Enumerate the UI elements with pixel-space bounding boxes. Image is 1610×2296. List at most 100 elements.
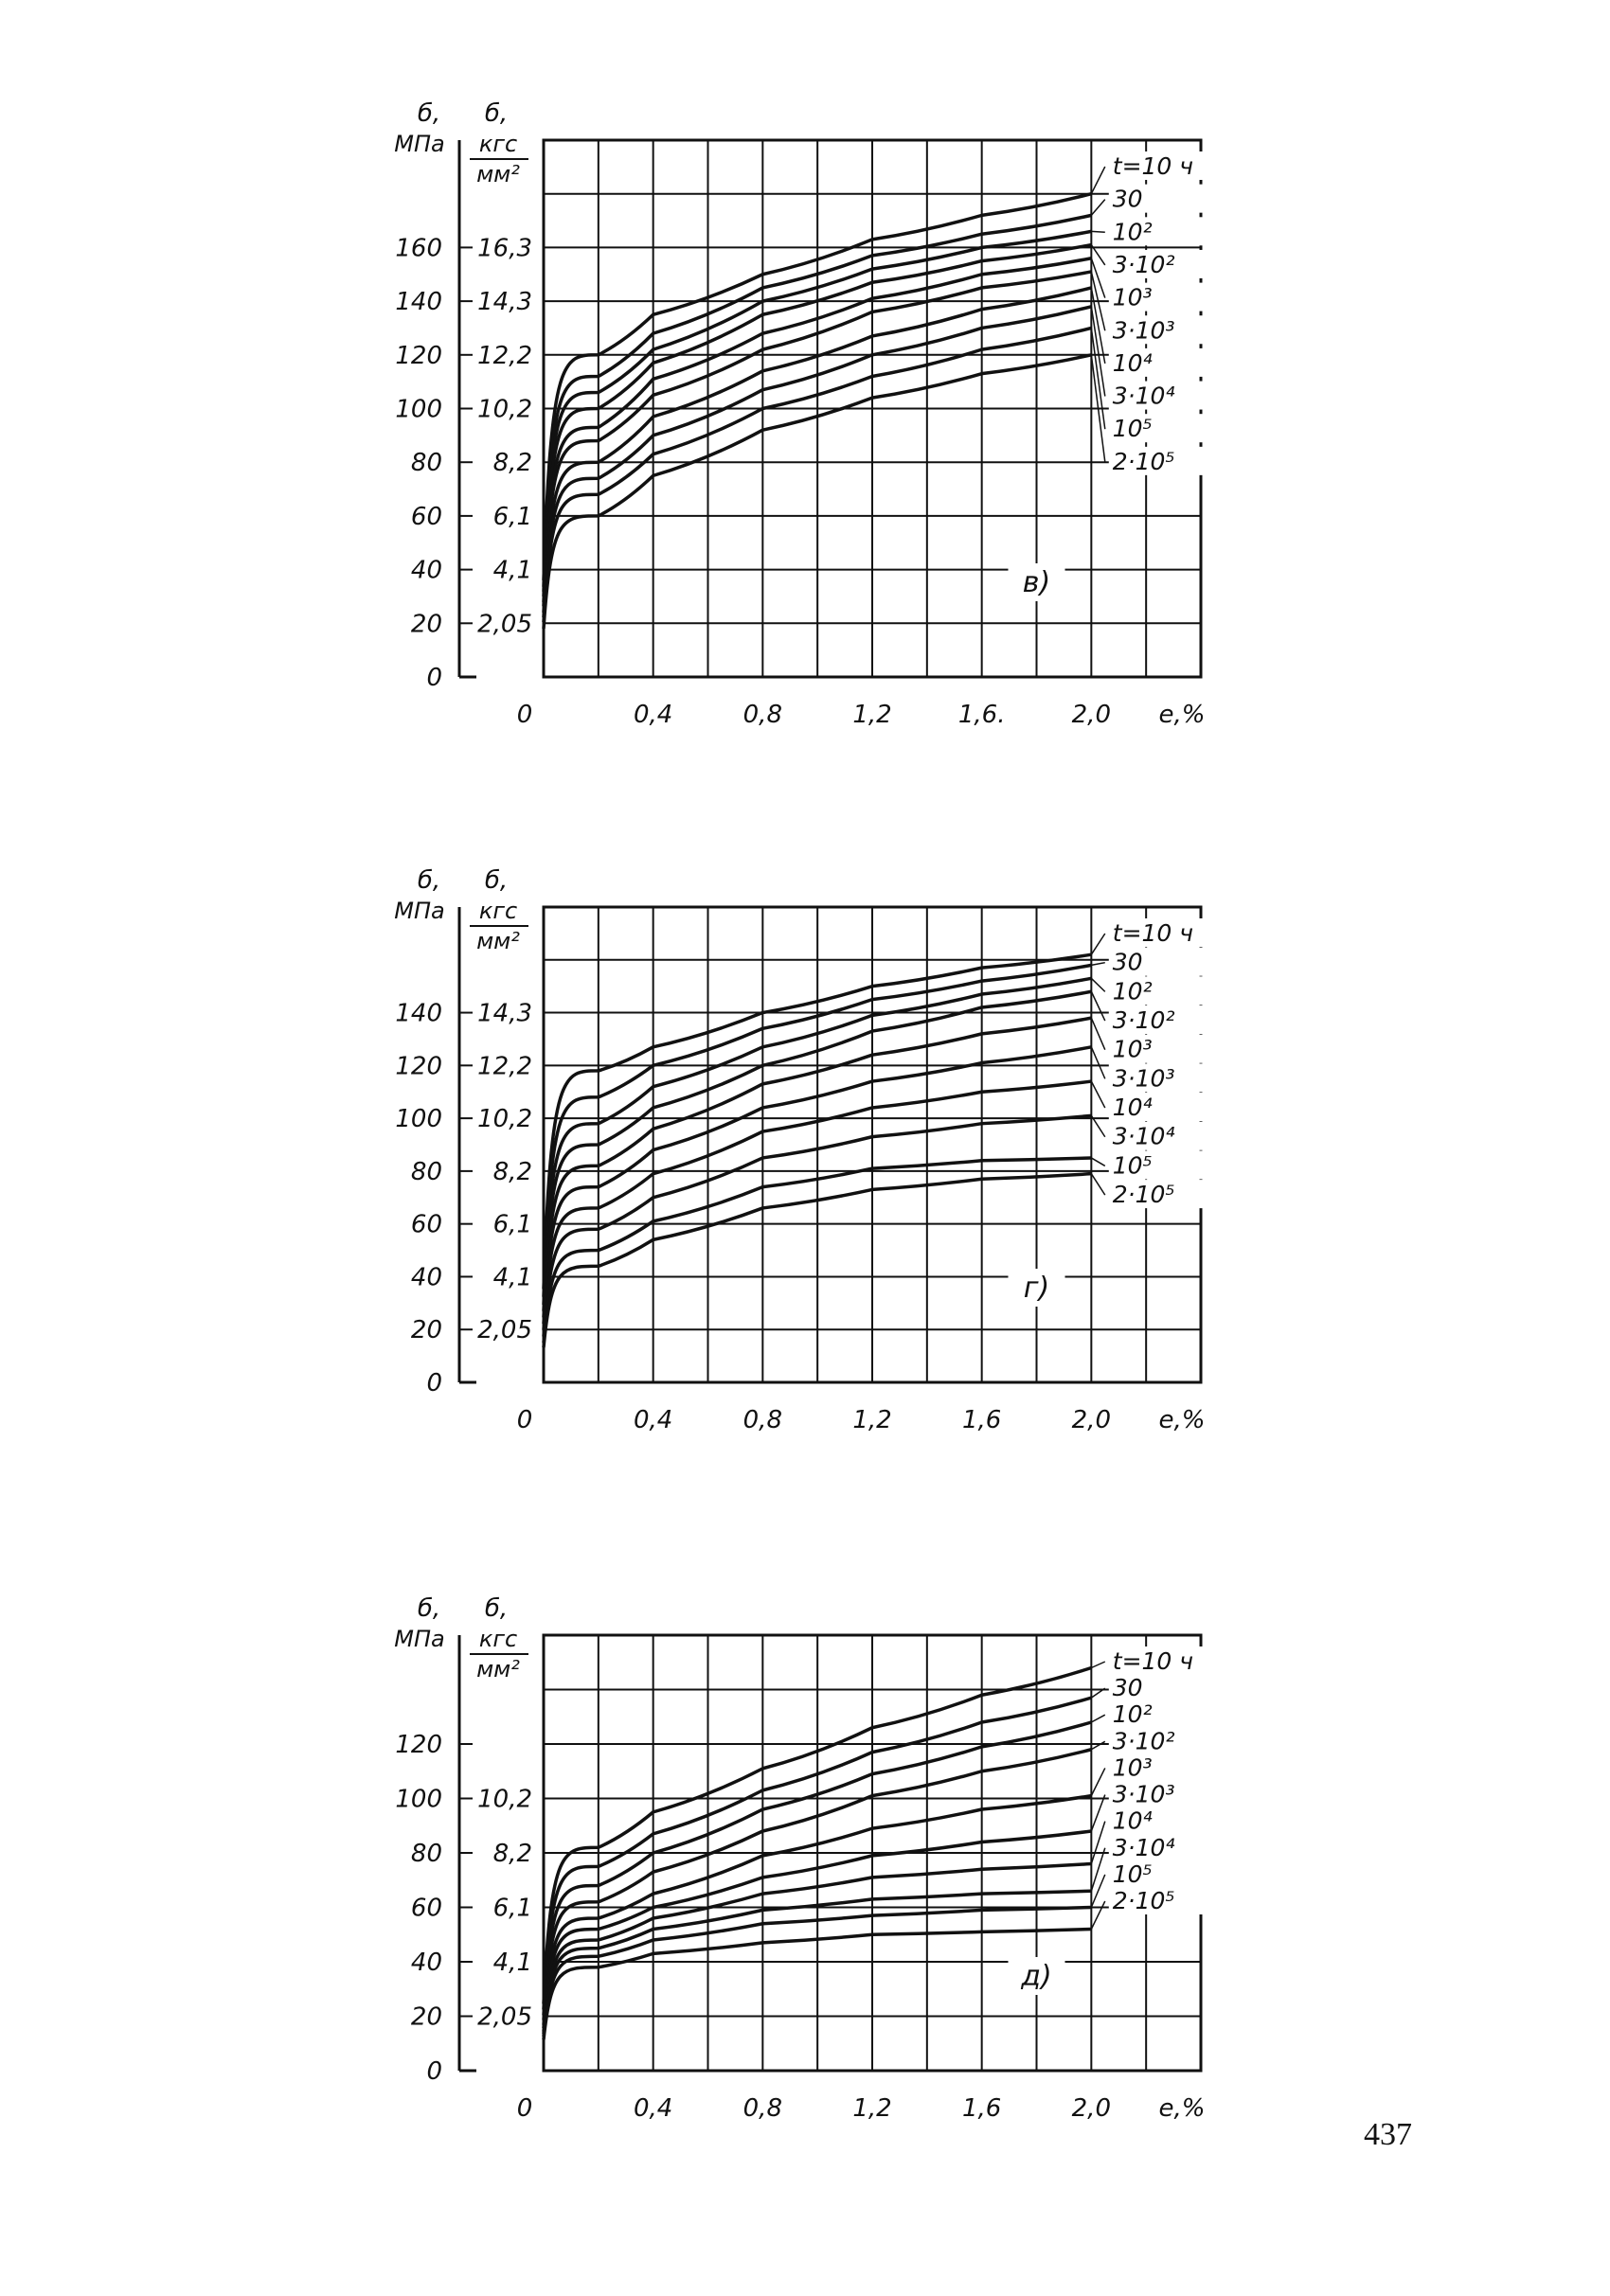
curve-label-bg xyxy=(1108,1673,1208,1702)
grid xyxy=(543,1634,1202,2072)
curve-label-bg xyxy=(1108,1700,1208,1729)
panel-label-bg xyxy=(1008,1269,1065,1307)
y-tick-kgf: 10,2 xyxy=(477,1786,532,1814)
label-leader xyxy=(1090,1847,1106,1892)
y-label-mpa-symbol: б, xyxy=(418,99,440,128)
label-leader xyxy=(1090,1114,1106,1138)
curve-label-bg xyxy=(1108,414,1208,443)
y-tick-mpa: 140 xyxy=(395,288,442,316)
curve-label-bg xyxy=(1108,1063,1208,1093)
label-leader xyxy=(1090,354,1106,462)
y-tick-kgf: 6,1 xyxy=(493,1211,532,1239)
y-label-mpa-symbol: б, xyxy=(418,866,440,895)
x-tick: 0,4 xyxy=(634,2094,672,2123)
y-tick-kgf: 8,2 xyxy=(493,1840,532,1868)
y-label-kgf-unit-top: кгс xyxy=(479,131,517,157)
y-tick-kgf: 2,05 xyxy=(477,1316,532,1344)
curve-label-bg xyxy=(1108,381,1208,410)
y-tick-mpa: 120 xyxy=(395,1731,442,1759)
curve-label-bg xyxy=(1108,1646,1208,1675)
x-tick: 0,8 xyxy=(743,1406,782,1434)
x-tick: 0,4 xyxy=(634,1406,672,1434)
curve-label: 10² xyxy=(1113,218,1153,245)
curve-label: 10² xyxy=(1113,1700,1153,1728)
x-tick: 1,2 xyxy=(852,1406,891,1434)
curve-label: 10³ xyxy=(1113,284,1153,311)
label-leader xyxy=(1090,328,1106,430)
y-label-mpa-unit: МПа xyxy=(394,898,444,924)
curve-label: 3·10² xyxy=(1113,1006,1175,1034)
y-tick-mpa: 20 xyxy=(411,1316,442,1344)
curve-label: 2·10⁵ xyxy=(1113,1181,1175,1208)
curve-label-bg xyxy=(1108,918,1208,947)
series-line-8 xyxy=(542,1113,1092,1337)
x-axis-label: е,% xyxy=(1159,701,1206,729)
panel-label: в) xyxy=(1023,566,1050,599)
x-tick: 1,2 xyxy=(852,701,891,729)
curve-label-bg xyxy=(1108,1753,1208,1782)
y-tick-mpa: 100 xyxy=(395,1786,442,1814)
series-line-10 xyxy=(542,1927,1092,2040)
curves xyxy=(542,1661,1106,2040)
curve-label-bg xyxy=(1108,1806,1208,1835)
curve-label-bg xyxy=(1108,1121,1208,1150)
curves xyxy=(542,166,1106,630)
series-line-10 xyxy=(542,1171,1092,1348)
series-line-8 xyxy=(542,305,1092,618)
label-leader xyxy=(1090,1794,1106,1832)
series-line-4 xyxy=(542,242,1092,597)
y-tick-kgf: 6,1 xyxy=(493,503,532,531)
curve-label-bg xyxy=(1108,282,1208,311)
chart-panel-3: б, МПа б, кгс мм² 0 20 40 60 80 100 120 2,05 4,1 6,1 8,… xyxy=(394,1594,1208,2123)
x-tick: 0 xyxy=(517,1406,533,1434)
series-line-1 xyxy=(542,952,1092,1290)
x-tick: 1,6 xyxy=(962,1406,1001,1434)
curve-label-bg xyxy=(1108,217,1208,246)
y-tick-mpa: 80 xyxy=(411,1158,442,1186)
series-line-7 xyxy=(542,286,1092,614)
panel-label: д) xyxy=(1020,1960,1051,1993)
y-label-mpa-unit: МПа xyxy=(394,1626,444,1652)
y-tick-mpa: 0 xyxy=(426,2057,442,2086)
series-line-5 xyxy=(542,1793,1092,2025)
series-line-7 xyxy=(542,1079,1092,1330)
curve-label: 10⁴ xyxy=(1113,1094,1153,1121)
y-tick-mpa: 40 xyxy=(411,557,442,585)
series-line-9 xyxy=(542,1156,1092,1344)
label-leader xyxy=(1090,271,1106,331)
x-tick: 1,6. xyxy=(958,701,1006,729)
series-line-6 xyxy=(542,270,1092,607)
y-tick-mpa: 20 xyxy=(411,2003,442,2032)
grid xyxy=(543,906,1202,1383)
y-tick-mpa: 120 xyxy=(395,342,442,370)
curve-label-bg xyxy=(1108,446,1208,475)
curve-label: 30 xyxy=(1113,186,1143,213)
label-leader xyxy=(1090,1714,1106,1723)
label-leader xyxy=(1091,961,1105,967)
chart-panel-1: б, МПа б, кгс мм² 0 20 40 60 80 100 120 140 160 2,05 4,… xyxy=(394,99,1208,729)
series-line-3 xyxy=(542,229,1092,592)
series-line-2 xyxy=(542,213,1092,587)
series-line-7 xyxy=(542,1861,1092,2032)
x-tick: 1,2 xyxy=(852,2094,891,2123)
y-tick-mpa: 0 xyxy=(426,1369,442,1397)
curve-label: 2·10⁵ xyxy=(1113,448,1175,475)
y-label-kgf-unit-bottom: мм² xyxy=(476,928,520,954)
curve-label: 10⁵ xyxy=(1113,1860,1153,1888)
y-label-kgf-symbol: б, xyxy=(485,1594,508,1623)
y-tick-kgf: 12,2 xyxy=(477,1052,532,1080)
curve-label-bg xyxy=(1108,1093,1208,1122)
curve-label-bg xyxy=(1108,1886,1208,1914)
y-tick-mpa: 80 xyxy=(411,449,442,477)
y-tick-kgf: 4,1 xyxy=(493,1949,532,1977)
x-tick: 2,0 xyxy=(1072,701,1111,729)
y-tick-kgf: 14,3 xyxy=(477,288,532,316)
y-tick-kgf: 2,05 xyxy=(477,2003,532,2032)
curves xyxy=(542,933,1106,1348)
curve-label: 2·10⁵ xyxy=(1113,1887,1175,1914)
y-label-kgf-symbol: б, xyxy=(485,866,508,895)
curve-label: 10² xyxy=(1113,977,1153,1005)
series-line-6 xyxy=(542,1045,1092,1325)
x-axis-label: е,% xyxy=(1159,1406,1206,1434)
